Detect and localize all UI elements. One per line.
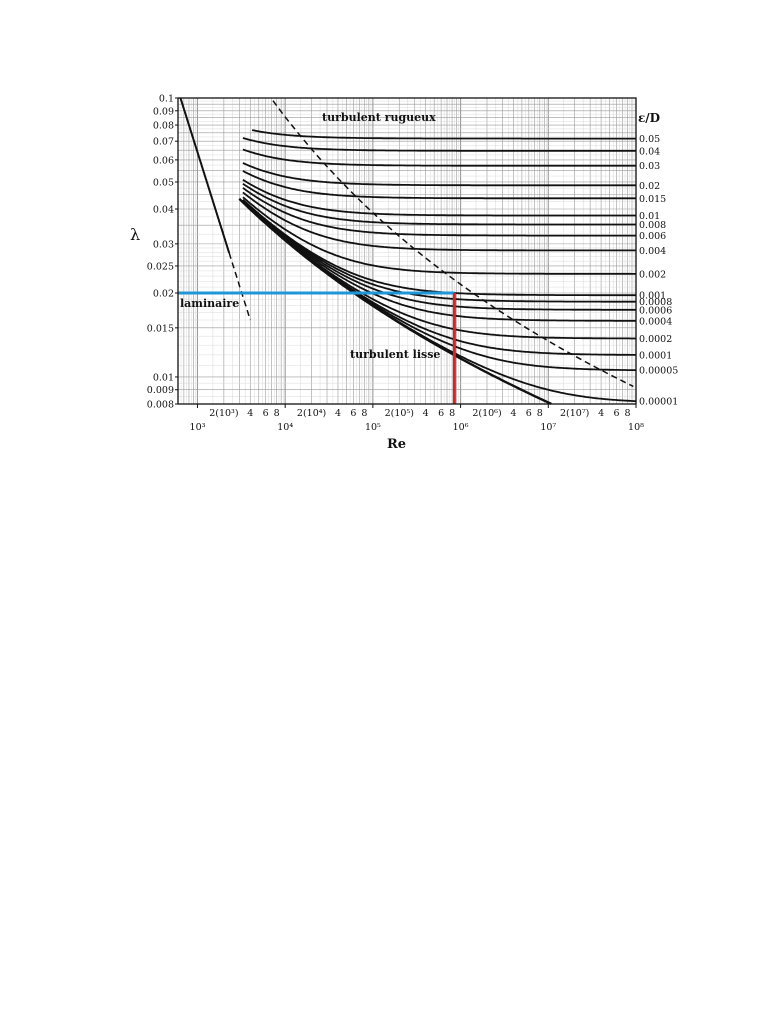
x-axis-title: Re xyxy=(387,437,406,452)
y-tick-label: 0.07 xyxy=(153,137,174,148)
y-tick-label: 0.009 xyxy=(147,385,174,396)
y-tick-label: 0.008 xyxy=(147,400,174,411)
smooth-pipe-curve xyxy=(238,197,552,405)
laminar-label: laminaire xyxy=(180,297,239,310)
x-tick-label: 8 xyxy=(361,408,367,419)
roughness-label: 0.00005 xyxy=(639,366,678,377)
laminar-extension-dashed xyxy=(228,252,252,321)
x-decade-label: 10⁵ xyxy=(365,422,381,433)
x-tick-label: 4 xyxy=(598,408,604,419)
roughness-label: 0.0002 xyxy=(639,334,672,345)
roughness-label: 0.006 xyxy=(639,231,666,242)
x-tick-label: 4 xyxy=(247,408,253,419)
roughness-label: 0.0001 xyxy=(639,350,672,361)
x-decade-label: 10⁷ xyxy=(540,422,556,433)
y-tick-label: 0.01 xyxy=(153,373,174,384)
x-tick-label: 4 xyxy=(335,408,341,419)
x-tick-label: 6 xyxy=(350,408,356,419)
x-tick-label: 6 xyxy=(438,408,444,419)
x-tick-label: 2(10⁵) xyxy=(385,408,414,419)
roughness-curve-0_002 xyxy=(242,196,636,275)
plot-frame xyxy=(177,97,637,405)
roughness-curve-0_01 xyxy=(242,179,636,217)
x-decade-label: 10⁶ xyxy=(453,422,469,433)
reference-lines xyxy=(178,291,456,404)
roughness-label: 0.03 xyxy=(639,161,660,172)
x-tick-label: 8 xyxy=(274,408,280,419)
roughness-curve-0_0006 xyxy=(242,200,636,311)
x-decade-label: 10⁸ xyxy=(628,422,644,433)
roughness-curve-0_0002 xyxy=(242,201,636,340)
x-tick-label: 4 xyxy=(423,408,429,419)
turbulent-rough-label: turbulent rugueux xyxy=(322,111,436,124)
roughness-label: 0.008 xyxy=(639,220,666,231)
x-tick-label: 2(10³) xyxy=(209,408,238,419)
x-decade-label: 10⁴ xyxy=(277,422,293,433)
x-tick-label: 2(10⁶) xyxy=(472,408,501,419)
roughness-label: 0.0004 xyxy=(639,316,672,327)
curves xyxy=(179,97,637,405)
roughness-curve-0_008 xyxy=(242,183,636,226)
roughness-label: 0.05 xyxy=(639,134,660,145)
y-tick-label: 0.03 xyxy=(153,239,174,250)
x-tick-label: 2(10⁴) xyxy=(297,408,326,419)
labels: 0.050.040.030.020.0150.010.0080.0060.004… xyxy=(147,94,679,434)
roughness-curve-0_0004 xyxy=(242,200,636,322)
x-tick-label: 6 xyxy=(526,408,532,419)
roughness-label: 0.004 xyxy=(639,246,666,257)
roughness-label: 0.0008 xyxy=(639,297,672,308)
y-tick-label: 0.09 xyxy=(153,106,174,117)
roughness-curve-0_0008 xyxy=(242,199,636,303)
roughness-label: 0.001 xyxy=(639,291,666,302)
y-tick-label: 0.05 xyxy=(153,178,174,189)
roughness-label: 0.02 xyxy=(639,181,660,192)
y-tick-label: 0.02 xyxy=(153,289,174,300)
x-tick-label: 8 xyxy=(624,408,630,419)
roughness-label: 0.01 xyxy=(639,211,660,222)
y-tick-label: 0.015 xyxy=(147,323,174,334)
roughness-curve-0_004 xyxy=(242,191,636,252)
y-tick-label: 0.025 xyxy=(147,262,174,273)
x-tick-label: 2(10⁷) xyxy=(560,408,589,419)
x-tick-label: 8 xyxy=(449,408,455,419)
x-decade-label: 10³ xyxy=(190,422,206,433)
y-tick-label: 0.06 xyxy=(153,155,174,166)
roughness-curve-0_015 xyxy=(242,170,636,200)
roughness-curve-0_03 xyxy=(242,148,636,167)
roughness-label: 0.0006 xyxy=(639,305,672,316)
y-tick-label: 0.1 xyxy=(159,94,174,105)
y-tick-label: 0.08 xyxy=(153,121,174,132)
x-tick-label: 6 xyxy=(613,408,619,419)
x-tick-label: 8 xyxy=(537,408,543,419)
roughness-label: 0.04 xyxy=(639,146,660,157)
laminar-line xyxy=(179,97,231,254)
y-tick-label: 0.04 xyxy=(153,205,174,216)
right-axis-title: ε/D xyxy=(638,111,660,125)
roughness-curve-0_04 xyxy=(242,137,636,152)
roughness-label: 0.00001 xyxy=(639,397,678,408)
x-tick-label: 6 xyxy=(263,408,269,419)
chart-canvas: 0.050.040.030.020.0150.010.0080.0060.004… xyxy=(130,94,679,453)
roughness-curve-0_006 xyxy=(242,187,636,237)
y-axis-title: λ xyxy=(130,225,140,244)
moody-diagram: 0.05 0.04 0.03 0.02 0.015 0.01 0.008 0.006 0.004… xyxy=(0,0,768,470)
roughness-label: 0.015 xyxy=(639,194,666,205)
x-tick-label: 4 xyxy=(510,408,516,419)
roughness-curve-0_05 xyxy=(251,129,636,140)
turbulent-smooth-label: turbulent lisse xyxy=(350,348,440,361)
roughness-label: 0.002 xyxy=(639,269,666,280)
roughness-curve-0_02 xyxy=(242,162,636,187)
fully-rough-boundary-dashed xyxy=(272,100,634,388)
